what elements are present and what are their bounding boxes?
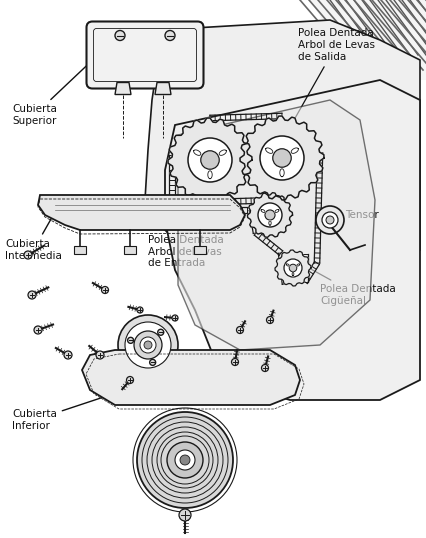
Polygon shape: [208, 171, 212, 179]
Circle shape: [134, 331, 162, 359]
Circle shape: [127, 377, 133, 384]
Circle shape: [262, 365, 268, 372]
Polygon shape: [115, 82, 131, 95]
Polygon shape: [145, 20, 420, 310]
Text: Cubierta
Intermedia: Cubierta Intermedia: [5, 215, 62, 261]
Circle shape: [144, 341, 152, 349]
Text: Tensor: Tensor: [335, 210, 379, 220]
Text: Cubierta
Superior: Cubierta Superior: [12, 55, 98, 126]
Polygon shape: [155, 82, 171, 95]
FancyBboxPatch shape: [86, 22, 204, 88]
Polygon shape: [240, 116, 324, 200]
Polygon shape: [292, 272, 294, 275]
FancyBboxPatch shape: [124, 246, 136, 254]
Polygon shape: [275, 250, 311, 286]
Text: Polea Dentada
Arbol deLevas
de Entrada: Polea Dentada Arbol deLevas de Entrada: [148, 201, 224, 268]
Circle shape: [96, 351, 104, 359]
Circle shape: [125, 322, 171, 368]
Polygon shape: [275, 209, 279, 213]
Circle shape: [24, 251, 32, 259]
Circle shape: [267, 316, 273, 323]
Circle shape: [101, 287, 109, 294]
Circle shape: [188, 138, 232, 182]
Circle shape: [137, 412, 233, 508]
Circle shape: [258, 203, 282, 227]
Circle shape: [284, 259, 302, 277]
Circle shape: [316, 206, 344, 234]
Circle shape: [28, 291, 36, 299]
Circle shape: [140, 337, 156, 353]
Polygon shape: [310, 0, 426, 80]
Circle shape: [64, 351, 72, 359]
Polygon shape: [286, 264, 289, 266]
Polygon shape: [219, 150, 226, 155]
Circle shape: [180, 455, 190, 465]
Polygon shape: [269, 221, 271, 225]
Circle shape: [322, 212, 338, 228]
Text: Cubierta
Inferior: Cubierta Inferior: [12, 381, 153, 431]
Polygon shape: [266, 148, 273, 153]
Polygon shape: [178, 100, 375, 350]
Circle shape: [165, 31, 175, 40]
Circle shape: [115, 31, 125, 40]
Circle shape: [260, 136, 304, 180]
Circle shape: [273, 149, 291, 167]
Circle shape: [236, 327, 244, 334]
Circle shape: [289, 264, 297, 272]
Polygon shape: [168, 118, 252, 202]
Circle shape: [175, 450, 195, 470]
Circle shape: [179, 509, 191, 521]
Circle shape: [137, 307, 143, 313]
Circle shape: [167, 442, 203, 478]
Polygon shape: [150, 445, 220, 468]
FancyBboxPatch shape: [74, 246, 86, 254]
Circle shape: [118, 315, 178, 375]
Text: Polea Dentada
Cigüeñal: Polea Dentada Cigüeñal: [311, 270, 396, 306]
Circle shape: [158, 329, 164, 335]
Circle shape: [128, 337, 134, 343]
Polygon shape: [194, 150, 201, 155]
Circle shape: [326, 216, 334, 224]
Polygon shape: [261, 209, 265, 213]
Polygon shape: [38, 195, 245, 230]
Polygon shape: [248, 193, 293, 237]
Circle shape: [34, 326, 42, 334]
Polygon shape: [297, 264, 300, 266]
FancyBboxPatch shape: [194, 246, 206, 254]
Circle shape: [201, 151, 219, 169]
Polygon shape: [291, 148, 298, 153]
Polygon shape: [82, 350, 300, 405]
Circle shape: [150, 359, 155, 365]
Circle shape: [265, 210, 275, 220]
Circle shape: [231, 358, 239, 365]
Polygon shape: [280, 169, 284, 176]
Polygon shape: [165, 80, 420, 400]
Circle shape: [172, 315, 178, 321]
Text: Polea Dentada
Arbol de Levas
de Salida: Polea Dentada Arbol de Levas de Salida: [295, 29, 375, 118]
